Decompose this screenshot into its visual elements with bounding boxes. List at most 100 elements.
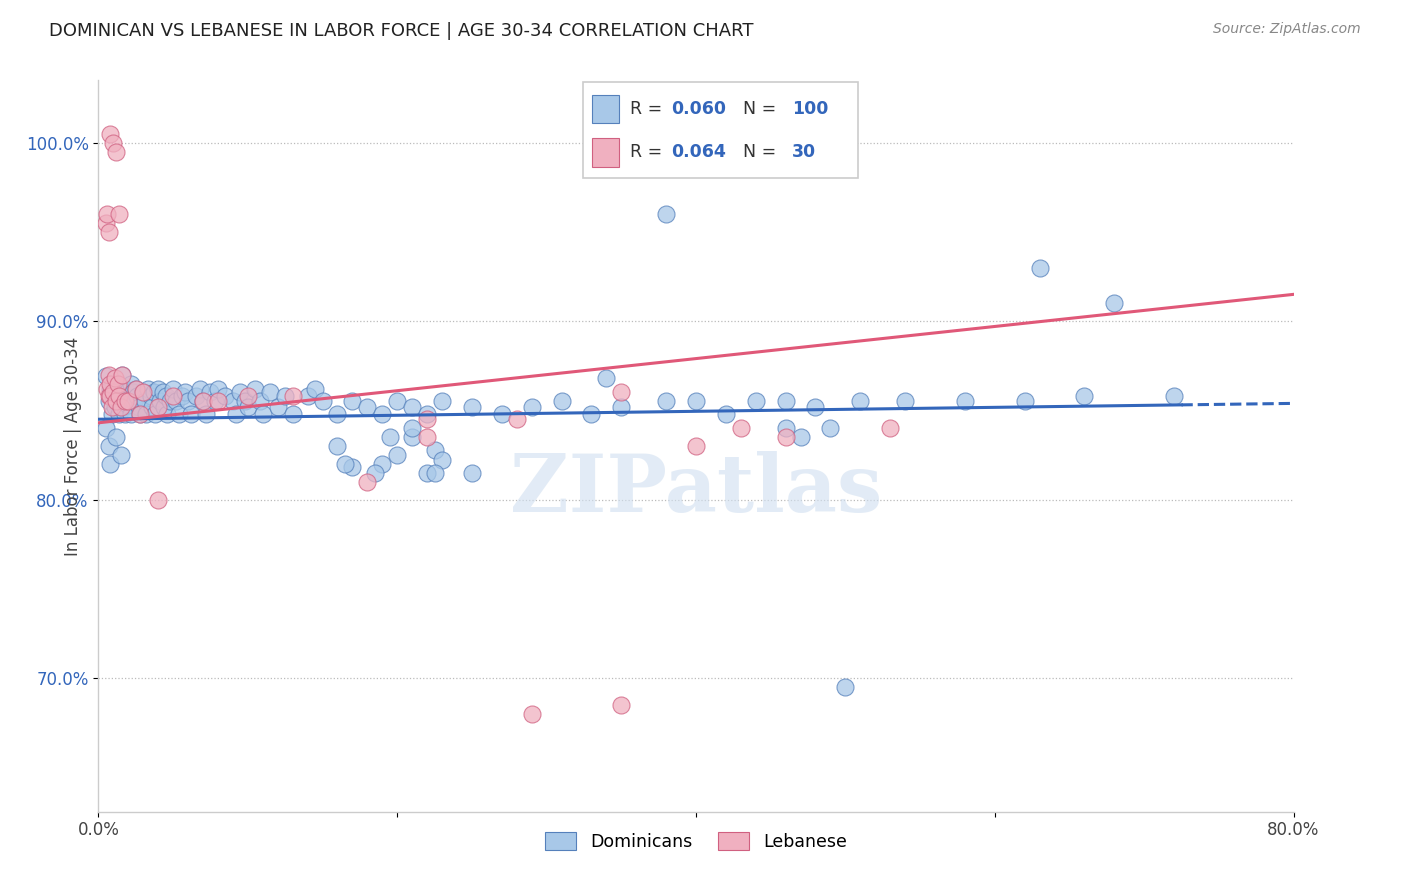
Text: R =: R = [630, 144, 668, 161]
Point [105, 145, 128, 159]
Point [117, 394, 139, 409]
Point [104, 400, 127, 414]
Point [1104, 296, 1126, 310]
Point [159, 394, 181, 409]
Point [1028, 260, 1050, 275]
Point [125, 382, 148, 396]
Point [775, 394, 797, 409]
Point [311, 394, 333, 409]
Point [259, 385, 281, 400]
Point [112, 394, 135, 409]
Point [1163, 389, 1185, 403]
Point [655, 394, 678, 409]
Point [96, 382, 118, 396]
Point [111, 368, 134, 382]
Point [274, 389, 297, 403]
Point [129, 407, 152, 421]
Text: 100: 100 [792, 100, 828, 118]
Point [610, 698, 633, 712]
Point [98, 389, 122, 403]
Point [107, 376, 129, 391]
Point [894, 394, 917, 409]
Point [520, 706, 543, 721]
Point [581, 407, 603, 421]
Point [953, 394, 976, 409]
Point [225, 407, 247, 421]
Text: 0.060: 0.060 [671, 100, 727, 118]
Point [342, 460, 364, 475]
Point [139, 389, 162, 403]
Point [167, 407, 190, 421]
Point [789, 430, 811, 444]
Point [804, 400, 827, 414]
Point [103, 378, 125, 392]
Point [172, 389, 194, 403]
Point [401, 421, 423, 435]
Point [207, 382, 229, 396]
Point [152, 385, 174, 400]
Point [148, 382, 170, 396]
Point [108, 207, 131, 221]
Point [416, 407, 439, 421]
Text: ZIPatlas: ZIPatlas [510, 450, 882, 529]
Point [267, 400, 290, 414]
Point [127, 389, 149, 403]
Point [96, 207, 118, 221]
Point [879, 421, 901, 435]
Point [98, 457, 122, 471]
Point [180, 407, 202, 421]
Point [148, 492, 170, 507]
Point [94, 216, 117, 230]
Point [430, 453, 453, 467]
Point [105, 382, 128, 396]
Point [252, 407, 274, 421]
Point [149, 394, 172, 409]
Point [165, 394, 187, 409]
Point [304, 382, 326, 396]
Point [416, 466, 439, 480]
Text: 30: 30 [792, 144, 815, 161]
Point [401, 400, 423, 414]
Point [191, 394, 214, 409]
Point [103, 136, 125, 150]
Point [108, 389, 131, 403]
Text: Source: ZipAtlas.com: Source: ZipAtlas.com [1213, 22, 1361, 37]
Point [103, 389, 125, 403]
Bar [592, 95, 619, 123]
Point [108, 407, 131, 421]
Point [97, 394, 120, 409]
Point [730, 421, 752, 435]
Point [423, 442, 446, 457]
Point [207, 394, 229, 409]
Point [94, 421, 117, 435]
Point [820, 421, 842, 435]
Point [326, 439, 349, 453]
Point [281, 389, 304, 403]
Point [107, 394, 129, 409]
Point [132, 385, 155, 400]
Point [97, 225, 120, 239]
Point [610, 385, 633, 400]
Point [685, 394, 707, 409]
Point [595, 371, 617, 385]
Point [245, 382, 267, 396]
Point [416, 430, 439, 444]
Point [136, 382, 159, 396]
Point [385, 448, 409, 462]
Point [105, 391, 128, 405]
Point [94, 369, 117, 384]
Point [200, 385, 222, 400]
Point [849, 394, 872, 409]
Point [401, 430, 423, 444]
Point [132, 385, 155, 400]
Point [233, 394, 256, 409]
Point [142, 385, 165, 400]
Point [371, 407, 394, 421]
Point [333, 457, 356, 471]
Point [188, 382, 211, 396]
Point [550, 394, 572, 409]
Point [214, 389, 236, 403]
Point [520, 400, 543, 414]
Point [135, 407, 157, 421]
Point [685, 439, 707, 453]
